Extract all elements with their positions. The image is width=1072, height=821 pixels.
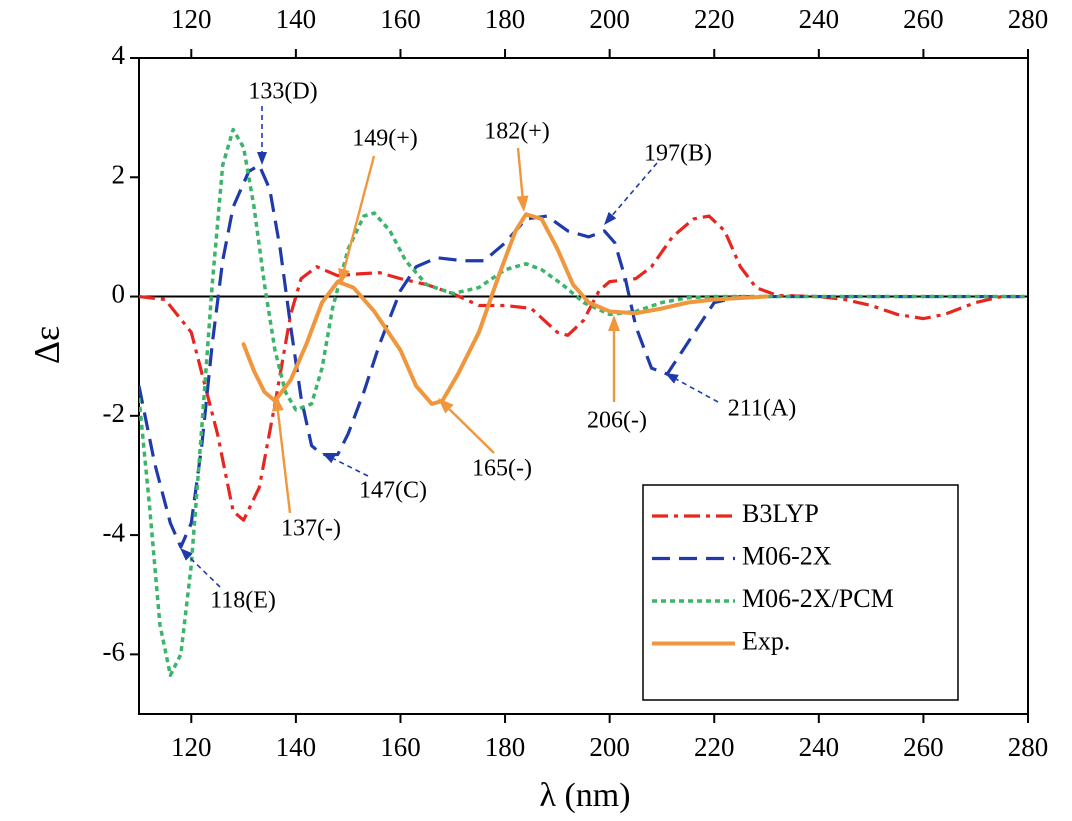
annotation-arrow [342,155,376,270]
annotation-arrow [448,408,495,454]
x-tick-label: 160 [380,732,421,762]
x-tick-label: 240 [799,732,840,762]
annotation-label: 137(-) [281,516,341,542]
legend-label: B3LYP [742,499,819,528]
series-line [139,214,1028,522]
x-tick-label: 280 [1008,732,1049,762]
annotation-arrowhead [608,315,620,331]
y-tick-label: -4 [103,517,126,547]
annotation-label: 133(D) [248,79,317,105]
annotation-arrowhead [322,453,336,464]
annotation-arrowhead [180,548,193,561]
x-tick-label: 180 [485,732,526,762]
annotation-label: 165(-) [472,456,532,482]
legend-label: M06-2X [742,541,832,570]
x-axis-title: λ (nm) [539,777,630,814]
plot-layer: 1201201401401601601801802002002202202402… [103,4,1049,762]
annotation-arrow [676,378,719,403]
series-line [241,212,769,406]
annotation-arrowhead [257,152,267,165]
annotation-label: 149(+) [352,126,418,152]
x-tick-label: 200 [589,732,630,762]
legend-label: Exp. [742,626,790,655]
annotation-arrowhead [516,195,529,212]
annotation-label: 182(+) [484,119,550,145]
annotation-arrowhead [665,373,679,384]
annotation-label: 147(C) [359,478,427,504]
x-tick-label: 220 [694,732,735,762]
legend-label: M06-2X/PCM [742,584,894,613]
annotation-arrow [276,410,292,514]
legend-box [642,484,959,701]
annotation-arrowhead [271,395,284,412]
series-line [139,163,1028,549]
x-top-tick-label: 180 [485,4,526,34]
x-top-tick-label: 280 [1008,4,1049,34]
x-tick-label: 140 [276,732,317,762]
x-top-tick-label: 120 [171,4,212,34]
y-axis-title: Δε [26,326,66,364]
x-top-tick-label: 260 [903,4,944,34]
annotation-arrow [333,458,369,477]
x-tick-label: 120 [171,732,212,762]
x-top-tick-label: 140 [276,4,317,34]
annotation-label: 197(B) [644,141,712,167]
annotation-arrow [611,162,658,216]
y-tick-label: 4 [112,40,126,70]
annotation-label: 211(A) [728,396,796,422]
x-top-tick-label: 200 [589,4,630,34]
annotation-label: 118(E) [210,588,276,614]
x-tick-label: 260 [903,732,944,762]
y-tick-label: 0 [112,279,126,309]
annotation-arrow [516,147,524,197]
annotation-label: 206(-) [587,408,647,434]
series-line [139,127,1028,677]
annotation-arrowhead [604,211,617,225]
x-top-tick-label: 220 [694,4,735,34]
annotation-arrowhead [438,398,454,414]
x-top-tick-label: 240 [799,4,840,34]
y-tick-label: 2 [112,159,126,189]
annotation-arrowhead [338,267,350,285]
y-tick-label: -6 [103,637,126,667]
x-top-tick-label: 160 [380,4,421,34]
annotation-arrow [188,556,221,588]
y-tick-label: -2 [103,398,126,428]
